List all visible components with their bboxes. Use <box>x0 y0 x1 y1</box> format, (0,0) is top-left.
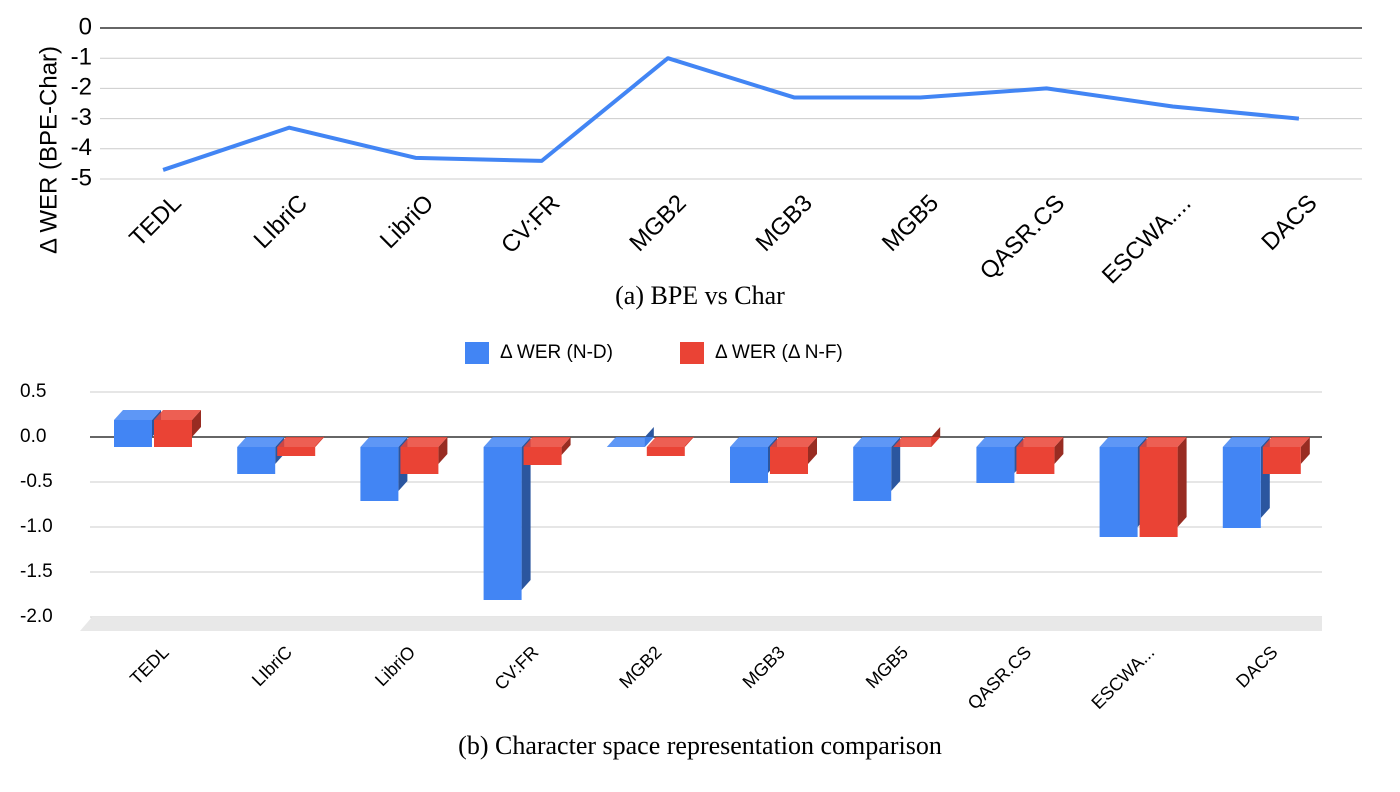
bar-side <box>521 437 531 590</box>
bar-top <box>606 437 654 447</box>
bar-side <box>891 437 901 491</box>
x-tick-label: DACS <box>1232 642 1282 692</box>
y-tick-label: -1.0 <box>20 516 53 537</box>
caption: (a) BPE vs Char <box>615 281 785 310</box>
bar <box>114 420 152 447</box>
legend-swatch <box>680 342 704 364</box>
bar-top <box>730 437 777 447</box>
bar <box>483 447 522 600</box>
bar <box>1262 447 1301 474</box>
bar-top <box>646 437 694 447</box>
bar-top <box>483 437 531 447</box>
x-tick-label: LIbriC <box>248 642 296 690</box>
x-tick-label: CV:FR <box>491 642 543 694</box>
legend-label: Δ WER (N-D) <box>500 342 613 363</box>
caption: (b) Character space representation compa… <box>458 731 942 760</box>
bar-top <box>1139 437 1187 447</box>
y-tick-label: -1.5 <box>20 561 53 582</box>
x-tick-label: LIbriC <box>249 190 313 254</box>
bar <box>730 447 768 483</box>
x-tick-label: MGB5 <box>877 190 944 257</box>
y-tick-label: 0.5 <box>20 381 46 402</box>
bar-top <box>523 437 571 447</box>
bar <box>1016 447 1055 474</box>
x-tick-label: ESCWA.... <box>1097 190 1197 290</box>
x-tick-label: TEDL <box>126 642 173 689</box>
y-axis-label: Δ WER (BPE-Char) <box>35 46 62 254</box>
bar-side <box>192 410 201 437</box>
legend-swatch <box>465 342 489 364</box>
x-tick-label: MGB2 <box>624 190 691 257</box>
bar-side <box>1177 437 1187 527</box>
bar <box>400 447 439 474</box>
bar <box>770 447 808 474</box>
x-tick-label: MGB2 <box>615 642 665 692</box>
y-tick-label: -0.5 <box>20 471 53 492</box>
bar-top <box>853 437 901 447</box>
bar <box>154 420 192 447</box>
bar <box>1222 447 1261 528</box>
bar-top <box>1262 437 1310 447</box>
bar <box>523 447 562 465</box>
bar <box>1139 447 1178 537</box>
bar <box>277 447 316 456</box>
y-tick-label: -5 <box>71 164 92 191</box>
bar <box>1099 447 1138 537</box>
x-tick-label: DACS <box>1256 190 1322 256</box>
bar-top <box>1016 437 1064 447</box>
bar-side <box>1054 437 1064 464</box>
bar-top <box>360 437 408 447</box>
y-tick-label: -2.0 <box>20 606 53 627</box>
bar <box>976 447 1015 483</box>
floor <box>80 617 1322 631</box>
y-tick-label: -2 <box>71 74 92 101</box>
bar-top <box>114 410 161 420</box>
bar-side <box>808 437 817 464</box>
y-tick-label: -3 <box>71 104 92 131</box>
x-tick-label: MGB3 <box>751 190 818 257</box>
bar-top <box>1099 437 1147 447</box>
bar-top <box>976 437 1024 447</box>
y-tick-label: 0.0 <box>20 426 46 447</box>
x-tick-label: CV:FR <box>496 190 565 259</box>
x-tick-label: MGB5 <box>862 642 912 692</box>
bar-side <box>1300 437 1310 464</box>
line-series <box>162 56 1300 172</box>
bar-top <box>277 437 325 447</box>
x-tick-label: MGB3 <box>739 642 789 692</box>
y-tick-label: 0 <box>79 13 92 40</box>
x-tick-label: LibriO <box>375 190 439 254</box>
bar <box>360 447 399 501</box>
bar-side <box>438 437 448 464</box>
bar <box>237 447 276 474</box>
bar-top <box>154 410 201 420</box>
x-tick-label: LibriO <box>371 642 419 690</box>
y-tick-label: -1 <box>71 44 92 71</box>
legend-label: Δ WER (Δ N-F) <box>715 342 843 363</box>
bar <box>853 447 892 501</box>
bar-top <box>237 437 285 447</box>
x-tick-label: ESCWA... <box>1087 642 1158 713</box>
x-tick-label: TEDL <box>124 190 186 252</box>
x-tick-label: QASR.CS <box>975 190 1070 285</box>
bar-top <box>770 437 817 447</box>
bar-top <box>1222 437 1270 447</box>
bar-top <box>400 437 448 447</box>
x-tick-label: QASR.CS <box>964 642 1035 713</box>
y-tick-label: -4 <box>71 134 92 161</box>
bar <box>646 447 685 456</box>
bar-side <box>561 437 571 455</box>
bar-top <box>893 437 941 447</box>
